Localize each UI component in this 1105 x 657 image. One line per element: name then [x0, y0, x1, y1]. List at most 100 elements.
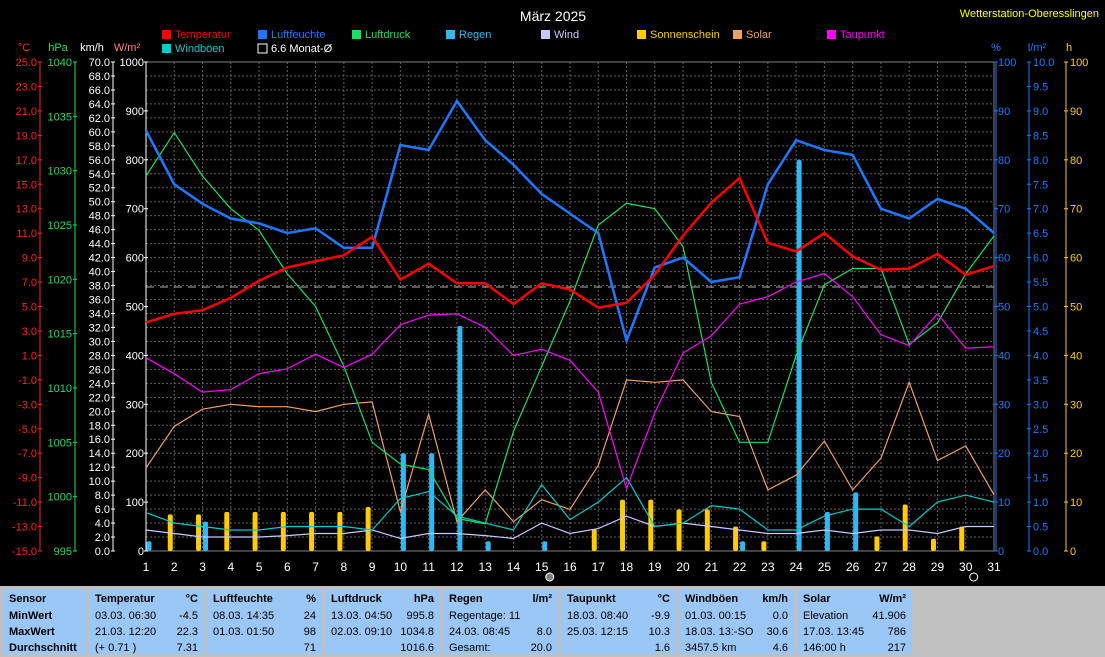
axis-tick-label: 1010	[48, 383, 72, 395]
x-tick-label: 8	[341, 560, 348, 574]
axis-tick-label: 40	[1070, 350, 1082, 362]
axis-tick-label: 50.0	[89, 197, 110, 209]
axis-tick-label: 800	[126, 155, 144, 167]
rain-bar	[542, 541, 548, 551]
axis-tick-label: 58.0	[89, 141, 110, 153]
x-tick-label: 2	[171, 560, 178, 574]
axis-tick-label: 25.0	[16, 57, 37, 69]
stats-unit: %	[306, 593, 316, 605]
stats-header: Sensor	[9, 593, 47, 605]
stats-header: Luftdruck	[331, 593, 382, 605]
sunshine-bar	[224, 511, 230, 551]
stats-cell-value: 8.0	[536, 626, 552, 638]
stats-cell-label: 146:00 h	[803, 642, 846, 654]
axis-tick-label: 10.0	[1033, 57, 1054, 69]
legend-label: Luftdruck	[365, 29, 411, 41]
axis-tick-label: 100	[998, 57, 1016, 69]
axis-tick-label: -1.0	[18, 375, 37, 387]
legend-swatch	[827, 30, 836, 39]
axis-tick-label: 300	[126, 399, 144, 411]
stats-cell-label: 18.03. 08:40	[567, 610, 629, 622]
x-axis: 1 2 3 4 5 6 7 8 9 10 11 12 13 14 15 16 17 18 19 20 21 22 23 24 2…	[143, 560, 1001, 582]
stats-cell-value: 71	[303, 642, 316, 654]
stats-cell-label: Regentage: 11	[449, 610, 521, 622]
legend-item: Wind	[541, 29, 579, 41]
axis-tick-label: 8.0	[95, 490, 110, 502]
axis-tick-label: 66.0	[89, 85, 110, 97]
stats-solar: Solar W/m² Elevation 41.906 17.03. 13:45 786 1…	[797, 589, 912, 654]
sunshine-bar	[761, 541, 767, 551]
axis-tick-label: 2.0	[95, 532, 110, 544]
axis-tick-label: 0.0	[1033, 546, 1048, 558]
x-tick-label: 22	[733, 560, 747, 574]
sunshine-bar	[620, 499, 626, 551]
legend-swatch	[446, 30, 455, 39]
axis-tick-label: 700	[126, 204, 144, 216]
chart-title: März 2025	[520, 8, 586, 24]
stats-cell-label: 17.03. 13:45	[803, 626, 865, 638]
axis-tick-label: 30	[998, 399, 1010, 411]
axis-units: °C hPa km/h W/m²% l/m² h	[18, 42, 1072, 54]
axis-tick-label: 900	[126, 106, 144, 118]
sunshine-bar	[196, 514, 202, 551]
stats-cell-label: Elevation	[803, 610, 849, 622]
grid	[145, 61, 995, 552]
sunshine-bar	[704, 509, 710, 551]
axes: 25.0 23.0 21.0 19.0 17.0 15.0 13.0 11.0 9.0 7.0 5.…	[12, 57, 1088, 558]
axis-tick-label: 8.5	[1033, 130, 1048, 142]
axis-tick-label: 0.5	[1033, 522, 1048, 534]
axis-tick-label: 60.0	[89, 127, 110, 139]
axis-tick-label: 44.0	[89, 239, 110, 251]
row-label: MinWert	[9, 610, 53, 622]
axis-tick-label: 1.5	[1033, 473, 1048, 485]
axis-tick-label: 80	[998, 155, 1010, 167]
stats-unit: hPa	[413, 593, 434, 605]
stats-cell-value: 22.3	[176, 626, 198, 638]
rain-bar	[485, 541, 491, 551]
stats-header: Windböen	[685, 593, 739, 605]
axis-tick-label: 10	[1070, 497, 1082, 509]
axis-tick-label: 68.0	[89, 71, 110, 83]
axis-tick-label: 28.0	[89, 350, 110, 362]
x-tick-label: 15	[535, 560, 549, 574]
axis-tick-label: 1040	[48, 57, 72, 69]
stats-cell-value: -9.9	[651, 610, 670, 622]
series-lines	[144, 98, 995, 540]
axis-tick-label: 4.0	[95, 518, 110, 530]
x-tick-label: 12	[450, 560, 464, 574]
axis-tick-label: 90	[1070, 106, 1082, 118]
axis-tick-label: 16.0	[89, 434, 110, 446]
stats-cell-value: 1.6	[654, 642, 670, 654]
stats-sensor: Sensor MinWert MaxWert Durchschnitt	[3, 589, 86, 654]
x-tick-label: 3	[199, 560, 206, 574]
axis-unit: hPa	[48, 42, 68, 54]
axis-tick-label: 1.0	[1033, 497, 1048, 509]
stats-cell-value: 20.0	[530, 642, 552, 654]
stats-cell-label: 3457.5 km	[685, 642, 737, 654]
legend-item: Windböen	[162, 43, 225, 55]
axis-tick-label: 56.0	[89, 155, 110, 167]
rain-bar	[853, 492, 859, 551]
axis-tick-label: 9.0	[22, 253, 37, 265]
axis-tick-label: 3.5	[1033, 375, 1048, 387]
axis-tick-label: 7.0	[22, 277, 37, 289]
legend-label: Solar	[746, 29, 772, 41]
stats-cell-value: 30.6	[766, 626, 788, 638]
sunshine-bar	[309, 511, 315, 551]
axis-tick-label: 60	[998, 253, 1010, 265]
series-line-luftdruck	[145, 131, 995, 525]
series-line-temperatur	[145, 176, 995, 324]
legend-item: Luftfeuchte	[258, 29, 325, 41]
axis-tick-label: 8.0	[1033, 155, 1048, 167]
rain-bar	[740, 541, 746, 551]
x-tick-label: 7	[312, 560, 319, 574]
axis-tick-label: 6.0	[95, 504, 110, 516]
axis-tick-label: 0	[998, 546, 1004, 558]
axis-tick-label: 1020	[48, 274, 72, 286]
stats-cell-label: 24.03. 08:45	[449, 626, 511, 638]
axis-unit: °C	[18, 42, 30, 54]
axis-tick-label: 7.5	[1033, 179, 1048, 191]
x-tick-label: 30	[959, 560, 973, 574]
x-tick-label: 17	[592, 560, 606, 574]
axis-tick-label: 62.0	[89, 113, 110, 125]
